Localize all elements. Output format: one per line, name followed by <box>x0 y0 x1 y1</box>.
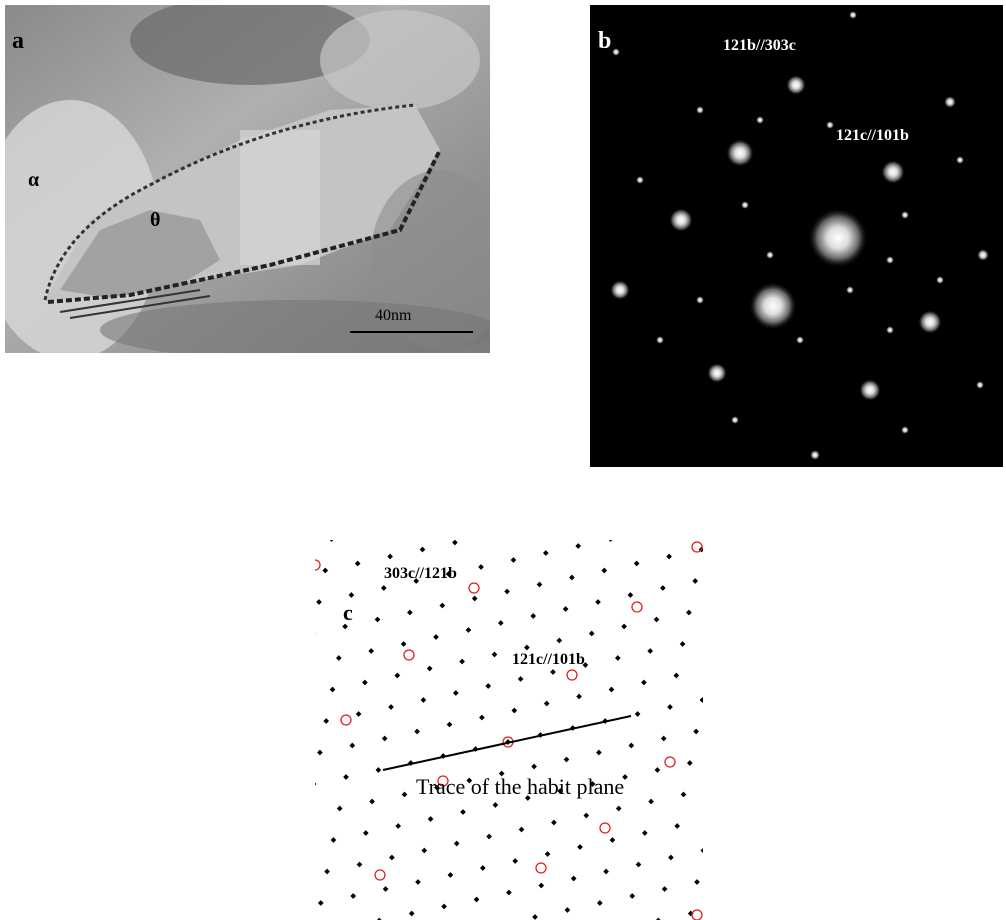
spot <box>886 326 894 334</box>
spot <box>696 106 704 114</box>
spot <box>859 379 881 401</box>
spot <box>901 211 909 219</box>
spot <box>731 416 739 424</box>
index-label: 121c//101b <box>512 651 585 668</box>
spot <box>741 201 749 209</box>
pattern-bg <box>315 540 703 920</box>
spot <box>944 96 956 108</box>
panel-label: a <box>12 28 24 54</box>
spot <box>726 139 754 167</box>
spot <box>749 282 797 330</box>
spot <box>901 426 909 434</box>
spot <box>707 363 727 383</box>
figure: a α θ 40nm b 121b//303c 121c//101b 303c/… <box>0 0 1006 920</box>
tem-image <box>0 0 510 360</box>
panel-label: b <box>598 28 611 54</box>
spot <box>669 208 693 232</box>
phase-label: α <box>28 169 39 191</box>
spot <box>636 176 644 184</box>
spot <box>956 156 964 164</box>
spot <box>849 11 857 19</box>
index-label: 303c//121b <box>384 565 457 582</box>
spot <box>656 336 664 344</box>
phase-label: θ <box>150 209 160 231</box>
spot <box>918 310 942 334</box>
spot <box>610 280 630 300</box>
spot <box>756 116 764 124</box>
spot <box>696 296 704 304</box>
spot <box>976 381 984 389</box>
diffraction-image <box>590 5 1003 467</box>
spot <box>826 121 834 129</box>
spot <box>881 160 905 184</box>
simulated-pattern <box>310 536 706 920</box>
page: a α θ 40nm b 121b//303c 121c//101b 303c/… <box>0 0 1006 920</box>
lattice-dot <box>310 631 316 637</box>
spot <box>808 208 868 268</box>
spot <box>886 256 894 264</box>
panel-label: c <box>343 600 353 625</box>
spot <box>766 251 774 259</box>
spot <box>796 336 804 344</box>
spot <box>612 48 620 56</box>
spot <box>786 75 806 95</box>
index-label: 121c//101b <box>836 127 909 144</box>
annotation: Trace of the habit plane <box>416 774 624 799</box>
spot <box>810 450 820 460</box>
index-label: 121b//303c <box>723 37 796 54</box>
scale-bar-label: 40nm <box>375 307 412 324</box>
spot <box>977 249 989 261</box>
spot <box>846 286 854 294</box>
spot <box>936 276 944 284</box>
